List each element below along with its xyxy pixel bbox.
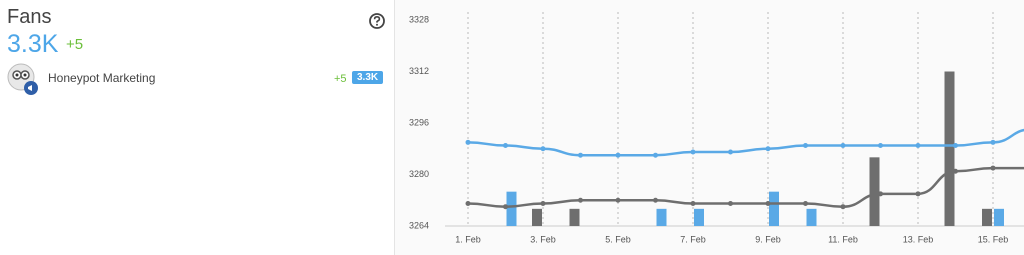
point bbox=[990, 165, 996, 171]
point bbox=[840, 204, 846, 210]
line bbox=[467, 166, 1024, 208]
summary-panel: Fans 3.3K +5 Honeypot Marketing +5 3.3K bbox=[0, 0, 395, 255]
point bbox=[803, 200, 808, 206]
point bbox=[503, 204, 508, 210]
x-tick-label: 5. Feb bbox=[605, 234, 631, 244]
x-tick-label: 13. Feb bbox=[903, 234, 934, 244]
point bbox=[803, 143, 808, 149]
point bbox=[578, 197, 583, 203]
total: 3.3K bbox=[7, 30, 59, 58]
x-tick-label: 7. Feb bbox=[680, 234, 706, 244]
x-tick-label: 9. Feb bbox=[755, 234, 781, 244]
point bbox=[690, 149, 696, 155]
point bbox=[540, 146, 546, 152]
bar bbox=[656, 208, 667, 226]
account-change: +5 bbox=[334, 73, 347, 85]
y-tick-label: 3296 bbox=[409, 117, 429, 127]
point bbox=[915, 191, 921, 197]
bar bbox=[944, 71, 955, 226]
x-tick-label: 15. Feb bbox=[978, 234, 1009, 244]
bar bbox=[506, 191, 517, 226]
y-tick-label: 3264 bbox=[409, 220, 429, 230]
account-name[interactable]: Honeypot Marketing bbox=[48, 71, 156, 85]
point bbox=[540, 200, 546, 206]
line bbox=[467, 128, 1024, 157]
bar bbox=[806, 208, 817, 226]
y-tick-label: 3280 bbox=[409, 169, 429, 179]
point bbox=[878, 191, 883, 197]
point bbox=[615, 197, 621, 203]
point bbox=[728, 149, 733, 155]
x-tick-label: 11. Feb bbox=[828, 234, 858, 244]
point bbox=[915, 143, 921, 149]
bar bbox=[769, 191, 779, 226]
x-tick-label: 3. Feb bbox=[530, 234, 556, 244]
point bbox=[728, 200, 733, 206]
change: +5 bbox=[66, 36, 84, 53]
point bbox=[840, 143, 846, 149]
point bbox=[765, 146, 771, 152]
point bbox=[653, 197, 658, 203]
point bbox=[878, 143, 883, 149]
account-avatar bbox=[7, 63, 38, 95]
point bbox=[765, 200, 771, 206]
point bbox=[690, 200, 696, 206]
x-tick-label: 1. Feb bbox=[455, 234, 481, 244]
bar bbox=[569, 208, 580, 226]
bar bbox=[994, 208, 1004, 226]
chart: 3264 3280 3296 3312 3328 1. Feb 3. Feb 5. Feb 7.… bbox=[395, 0, 1024, 255]
y-tick-label: 3328 bbox=[409, 14, 429, 24]
point bbox=[615, 152, 621, 158]
help-icon[interactable] bbox=[368, 12, 386, 30]
point bbox=[953, 143, 958, 149]
bar bbox=[869, 157, 880, 226]
point bbox=[465, 200, 471, 206]
account-total: 3.3K bbox=[352, 71, 384, 84]
panel-title: Fans bbox=[7, 6, 52, 28]
point bbox=[653, 152, 658, 158]
point bbox=[578, 152, 583, 158]
y-tick-label: 3312 bbox=[409, 66, 429, 76]
point bbox=[990, 139, 996, 145]
point bbox=[465, 139, 471, 145]
point bbox=[953, 168, 958, 174]
point bbox=[503, 143, 508, 149]
bar bbox=[982, 208, 992, 226]
bar bbox=[694, 208, 704, 226]
bar bbox=[532, 208, 542, 226]
